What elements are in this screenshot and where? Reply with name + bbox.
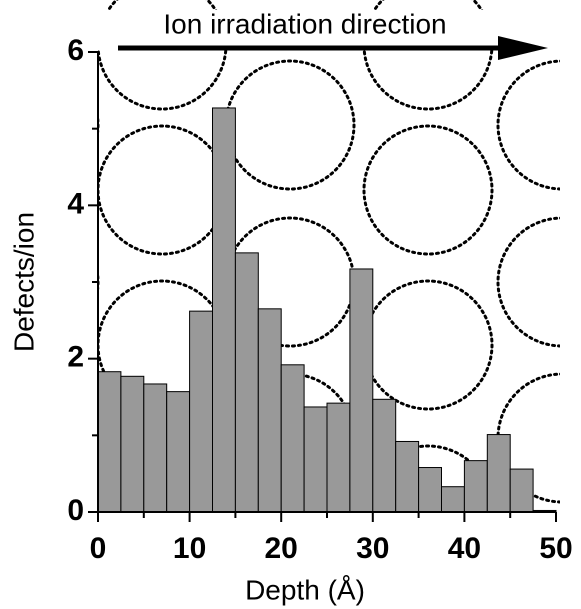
x-tick-label: 40 — [448, 532, 481, 565]
y-tick-label: 6 — [67, 34, 84, 67]
x-tick-label: 10 — [173, 532, 206, 565]
bar — [372, 398, 397, 513]
bar — [349, 268, 374, 513]
bar — [166, 391, 191, 513]
bar — [509, 468, 534, 513]
bar — [395, 440, 420, 513]
annotation: Ion irradiation direction — [163, 8, 446, 39]
x-tick-label: 30 — [356, 532, 389, 565]
annotation-bg — [98, 10, 558, 50]
bar — [189, 310, 214, 513]
x-tick-label: 20 — [265, 532, 298, 565]
bar — [303, 406, 328, 513]
bar — [120, 375, 145, 513]
y-tick-label: 0 — [67, 494, 84, 527]
bar — [418, 467, 443, 513]
bar — [257, 308, 282, 513]
y-tick-label: 2 — [67, 341, 84, 374]
bar — [486, 434, 511, 513]
bar — [234, 252, 259, 513]
bar — [97, 371, 122, 513]
bar — [143, 383, 168, 513]
x-axis-label: Depth (Å) — [245, 574, 365, 605]
bar — [212, 107, 236, 513]
bar — [326, 402, 351, 513]
y-axis-label: Defects/ion — [8, 212, 39, 352]
bar — [280, 364, 305, 513]
arrow-head — [498, 36, 548, 60]
y-tick-label: 4 — [67, 187, 84, 220]
bar — [463, 460, 488, 513]
x-tick-label: 0 — [90, 532, 107, 565]
bar — [441, 486, 465, 513]
x-tick-label: 50 — [539, 532, 572, 565]
